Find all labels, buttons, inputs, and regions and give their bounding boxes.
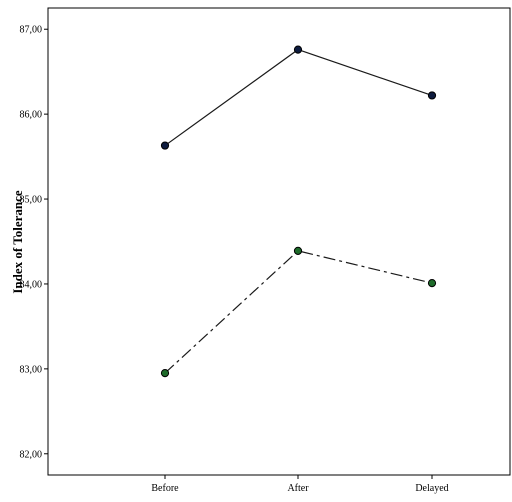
series-1-point: [160, 141, 170, 150]
y-tick-label: 82,00: [20, 449, 43, 460]
y-tick-label: 83,00: [20, 364, 43, 375]
series-layer: [160, 45, 437, 378]
y-tick-label: 86,00: [20, 110, 43, 121]
y-tick-label: 87,00: [20, 25, 43, 36]
y-tick-label: 85,00: [20, 195, 43, 206]
series-2-point: [427, 279, 437, 288]
x-tick-label: Delayed: [415, 483, 448, 494]
y-tick-label: 84,00: [20, 279, 43, 290]
series-1-point: [293, 45, 303, 54]
y-axis: 82,00 83,00 84,00 85,00 86,00 87,00: [20, 25, 48, 460]
series-1-point: [427, 91, 437, 100]
y-axis-title: Index of Tolerance: [10, 190, 25, 294]
plot-frame: [47, 7, 511, 476]
x-tick-label: After: [287, 483, 309, 494]
x-tick-label: Before: [151, 483, 179, 494]
series-2-point: [160, 369, 170, 378]
series-2-point: [293, 246, 303, 255]
x-axis: Before After Delayed: [151, 475, 449, 494]
